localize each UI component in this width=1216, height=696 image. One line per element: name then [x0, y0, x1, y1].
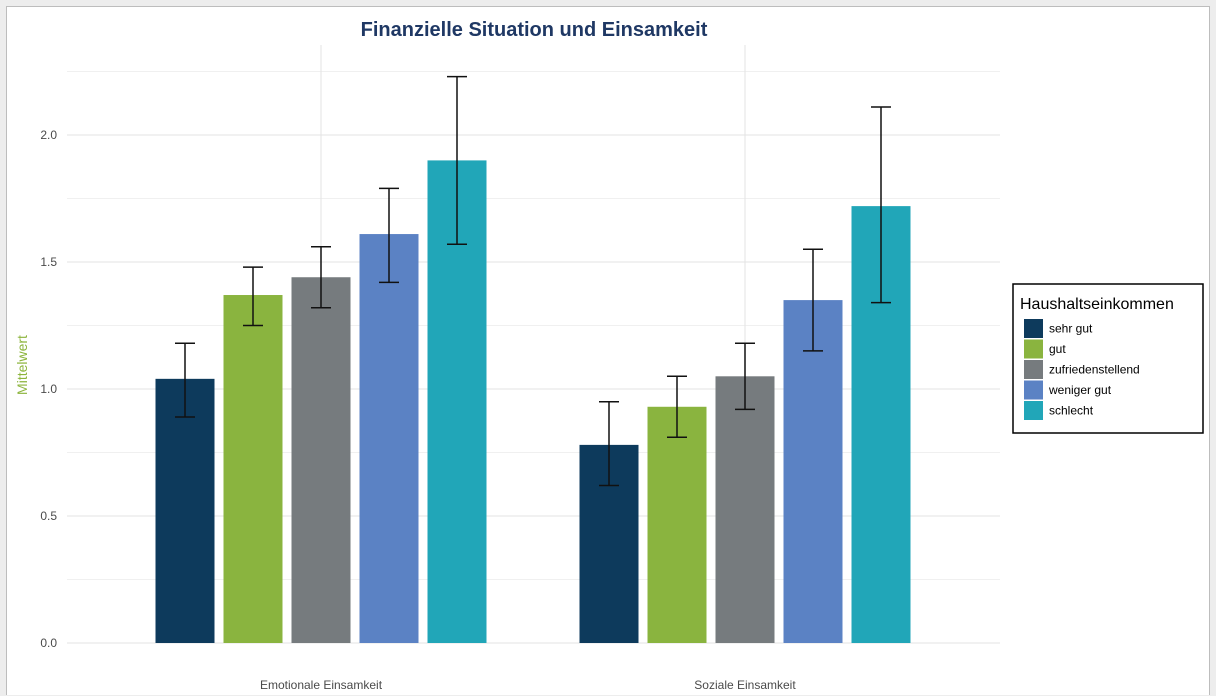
y-axis-ticks: 0.0 0.5 1.0 1.5 2.0: [40, 128, 57, 650]
y-tick-label: 1.5: [40, 255, 57, 269]
y-tick-label: 0.0: [40, 636, 57, 650]
x-tick-label: Soziale Einsamkeit: [694, 678, 796, 692]
bar: [715, 376, 775, 643]
legend-label: schlecht: [1049, 404, 1094, 418]
legend-label: zufriedenstellend: [1049, 363, 1140, 377]
legend-swatch: [1024, 401, 1043, 420]
legend-label: gut: [1049, 342, 1066, 356]
legend-swatch: [1024, 339, 1043, 359]
legend-swatch: [1024, 360, 1043, 379]
legend-label: weniger gut: [1048, 383, 1112, 397]
y-tick-label: 0.5: [40, 509, 57, 523]
y-tick-label: 1.0: [40, 382, 57, 396]
legend-items: sehr gut gut zufriedenstellend weniger gut s…: [1024, 319, 1140, 420]
chart-title: Finanzielle Situation und Einsamkeit: [361, 19, 708, 41]
bar: [223, 295, 283, 643]
bar: [647, 406, 707, 643]
gridlines: [67, 45, 1000, 644]
x-tick-label: Emotionale Einsamkeit: [260, 678, 383, 692]
legend-swatch: [1024, 380, 1043, 400]
chart-frame: Finanzielle Situation und Einsamkeit 0.0…: [6, 6, 1210, 695]
x-axis-ticks: Emotionale Einsamkeit Soziale Einsamkeit: [260, 678, 796, 692]
bar: [155, 378, 215, 643]
bar: [291, 277, 351, 643]
y-tick-label: 2.0: [40, 128, 57, 142]
error-bars: [175, 75, 891, 487]
legend-label: sehr gut: [1049, 322, 1093, 336]
legend-title: Haushaltseinkommen: [1020, 296, 1174, 313]
bars: [155, 160, 911, 643]
y-axis-label: Mittelwert: [14, 335, 30, 395]
legend-box: [1012, 283, 1204, 434]
legend: Haushaltseinkommen sehr gut gut zufriedens…: [1012, 283, 1204, 434]
bar: [359, 234, 419, 643]
legend-swatch: [1024, 319, 1043, 338]
bar: [783, 300, 843, 643]
chart-canvas: Finanzielle Situation und Einsamkeit 0.0…: [14, 19, 1204, 692]
